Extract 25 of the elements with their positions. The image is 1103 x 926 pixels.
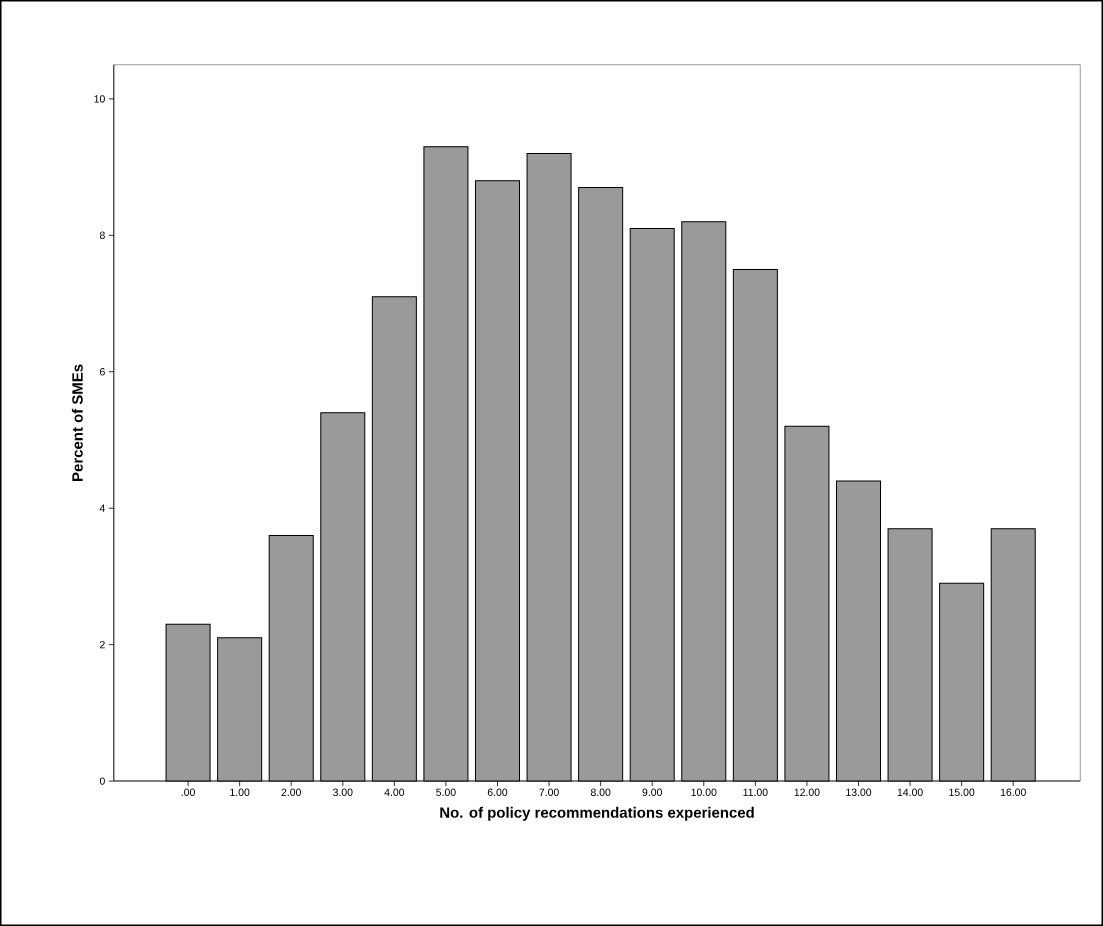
x-tick-label: 3.00 xyxy=(332,788,353,797)
x-tick-label: 16.00 xyxy=(1000,788,1026,797)
x-tick-label: 12.00 xyxy=(794,788,820,797)
x-tick-label: 10.00 xyxy=(691,788,717,797)
x-tick-label: 7.00 xyxy=(539,788,559,797)
y-tick-label: 10 xyxy=(94,95,105,103)
x-tick-label: .00 xyxy=(181,788,195,797)
y-tick-label: 6 xyxy=(100,368,105,376)
x-tick-label: 14.00 xyxy=(897,788,923,797)
x-tick-label: 4.00 xyxy=(384,788,405,797)
x-tick-label: 6.00 xyxy=(487,788,508,797)
y-tick-label: 8 xyxy=(99,231,105,240)
y-tick-label: 2 xyxy=(100,641,105,649)
x-tick-label: 5.00 xyxy=(436,788,456,797)
x-tick-label: 13.00 xyxy=(846,788,872,797)
x-tick-label: 2.00 xyxy=(281,788,301,797)
y-tick-label: 0 xyxy=(99,777,105,785)
x-tick-label: 11.00 xyxy=(743,788,768,797)
x-tick-label: 1.00 xyxy=(230,788,250,797)
x-tick-label: 8.00 xyxy=(590,788,611,797)
y-axis-title: Percent of SMEs xyxy=(71,364,83,481)
x-tick-label: 9.00 xyxy=(642,788,662,797)
x-axis-title: No. of policy recommendations experienced xyxy=(440,806,754,821)
y-tick-label: 4 xyxy=(99,504,105,512)
x-tick-label: 15.00 xyxy=(949,788,975,797)
